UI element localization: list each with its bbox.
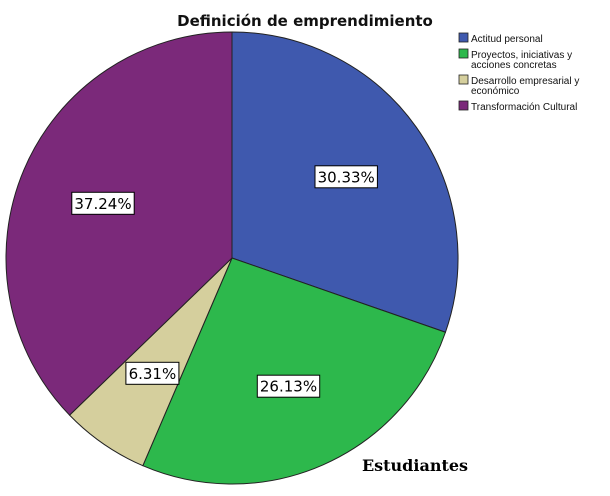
legend-swatch-3 (458, 100, 469, 111)
legend-swatch-1 (458, 48, 469, 59)
legend-swatch-0 (458, 32, 469, 43)
legend-label-2-line-0: Desarrollo empresarial y (471, 76, 579, 87)
slice-label-2: 6.31% (129, 365, 177, 383)
slice-label-0: 30.33% (318, 168, 375, 186)
slice-label-box-0 (314, 165, 378, 189)
legend-label-1-line-1: acciones concretas (471, 60, 557, 71)
chart-title: Definición de emprendimiento (177, 12, 433, 30)
slice-label-box-2 (125, 361, 180, 385)
legend-label-3-line-0: Transformación Cultural (471, 102, 577, 113)
legend: Actitud personal Proyectos, iniciativas y… (458, 32, 579, 113)
legend-label-0-line-0: Actitud personal (471, 34, 543, 45)
slice-label-box-3 (71, 191, 135, 215)
chart-footer: Estudiantes (362, 456, 468, 475)
slice-label-1: 26.13% (260, 378, 317, 396)
pie-slice-3 (5, 31, 233, 416)
slice-label-3: 37.24% (74, 195, 131, 213)
slice-labels: 30.33% 26.13% 6.31% 37.24% (71, 165, 378, 398)
slice-label-box-1 (256, 374, 321, 398)
legend-swatch-2 (458, 74, 469, 85)
pie-slice-1 (142, 257, 447, 485)
legend-label-2-line-1: económico (471, 86, 520, 97)
pie-slices (5, 31, 459, 485)
legend-label-1-line-0: Proyectos, iniciativas y (471, 50, 572, 61)
